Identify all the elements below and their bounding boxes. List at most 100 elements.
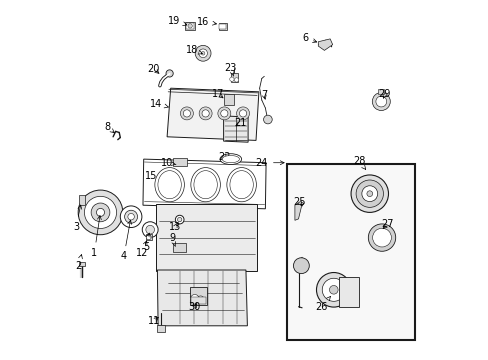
Bar xyxy=(172,158,186,166)
Bar xyxy=(186,23,194,29)
Bar xyxy=(286,164,414,340)
Circle shape xyxy=(201,51,204,55)
Circle shape xyxy=(127,213,134,220)
Circle shape xyxy=(218,107,230,120)
Circle shape xyxy=(293,258,309,274)
Bar xyxy=(219,24,225,29)
Text: 12: 12 xyxy=(136,241,148,258)
Text: 16: 16 xyxy=(197,17,216,27)
Text: 8: 8 xyxy=(104,122,114,133)
Circle shape xyxy=(183,110,190,117)
Text: 23: 23 xyxy=(224,63,237,76)
Ellipse shape xyxy=(229,171,253,199)
Circle shape xyxy=(371,93,389,111)
Circle shape xyxy=(329,285,337,294)
Ellipse shape xyxy=(222,156,239,163)
Ellipse shape xyxy=(158,171,181,199)
Bar xyxy=(79,195,84,205)
Bar xyxy=(224,94,234,105)
Text: 3: 3 xyxy=(73,205,81,232)
Circle shape xyxy=(78,190,122,235)
Circle shape xyxy=(229,77,234,81)
Text: 19: 19 xyxy=(168,16,186,26)
Text: 18: 18 xyxy=(186,45,202,55)
Text: 22: 22 xyxy=(218,152,230,162)
Circle shape xyxy=(180,107,193,120)
Circle shape xyxy=(142,222,158,238)
Text: 17: 17 xyxy=(212,89,224,99)
Text: 28: 28 xyxy=(352,156,365,169)
Circle shape xyxy=(195,45,211,61)
Ellipse shape xyxy=(194,171,217,199)
Polygon shape xyxy=(157,270,247,326)
Text: 20: 20 xyxy=(147,64,160,74)
Text: 26: 26 xyxy=(315,297,330,312)
Text: 11: 11 xyxy=(147,316,160,326)
Circle shape xyxy=(199,107,212,120)
Text: 15: 15 xyxy=(144,171,160,181)
Circle shape xyxy=(84,196,116,229)
Bar xyxy=(172,243,186,252)
Ellipse shape xyxy=(226,168,256,202)
Text: 5: 5 xyxy=(142,233,150,252)
Bar xyxy=(191,297,205,304)
Ellipse shape xyxy=(220,154,241,165)
Circle shape xyxy=(166,70,173,77)
Circle shape xyxy=(91,203,110,222)
Bar xyxy=(230,73,238,82)
Circle shape xyxy=(372,228,390,247)
Circle shape xyxy=(375,96,386,107)
Circle shape xyxy=(366,191,372,197)
Circle shape xyxy=(120,206,142,228)
Text: 7: 7 xyxy=(261,90,267,100)
Bar xyxy=(157,325,164,332)
Circle shape xyxy=(220,110,227,117)
Text: 30: 30 xyxy=(188,302,201,312)
Circle shape xyxy=(177,217,182,222)
Text: 2: 2 xyxy=(75,255,82,271)
Circle shape xyxy=(236,107,249,120)
Polygon shape xyxy=(318,39,332,50)
Polygon shape xyxy=(142,159,265,209)
Bar xyxy=(218,23,226,30)
Text: 14: 14 xyxy=(150,99,168,109)
Bar xyxy=(145,234,152,240)
Circle shape xyxy=(197,296,204,303)
Circle shape xyxy=(316,273,350,307)
Polygon shape xyxy=(167,88,258,140)
Circle shape xyxy=(239,110,246,117)
Ellipse shape xyxy=(155,168,184,202)
Bar xyxy=(156,204,257,271)
Text: 24: 24 xyxy=(255,158,284,168)
Circle shape xyxy=(199,49,207,58)
Ellipse shape xyxy=(190,168,220,202)
Circle shape xyxy=(234,78,238,82)
Text: 9: 9 xyxy=(169,233,175,246)
Circle shape xyxy=(146,235,151,240)
Circle shape xyxy=(322,278,345,301)
Text: 21: 21 xyxy=(234,118,246,128)
Text: 1: 1 xyxy=(91,216,101,258)
Circle shape xyxy=(202,110,209,117)
Bar xyxy=(378,89,384,94)
Circle shape xyxy=(96,208,104,216)
Polygon shape xyxy=(223,116,247,142)
Circle shape xyxy=(263,115,272,124)
Circle shape xyxy=(124,210,137,223)
Circle shape xyxy=(350,175,387,212)
Bar xyxy=(79,262,84,266)
Circle shape xyxy=(361,186,377,202)
Circle shape xyxy=(175,215,183,224)
Text: 6: 6 xyxy=(301,33,316,43)
Circle shape xyxy=(355,180,383,207)
Polygon shape xyxy=(294,202,303,220)
Text: 4: 4 xyxy=(121,220,131,261)
Text: 10: 10 xyxy=(161,158,176,168)
Circle shape xyxy=(190,294,199,303)
Circle shape xyxy=(187,24,192,28)
Text: 27: 27 xyxy=(381,219,393,229)
Bar xyxy=(189,287,206,305)
Text: 29: 29 xyxy=(378,89,390,99)
Circle shape xyxy=(367,224,395,251)
Text: 13: 13 xyxy=(169,222,181,232)
